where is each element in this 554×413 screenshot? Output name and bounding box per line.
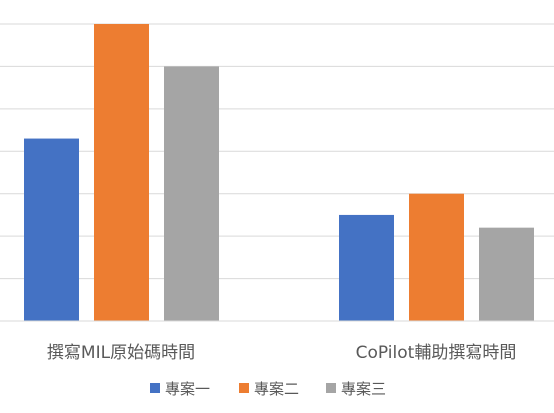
legend-swatch bbox=[326, 383, 336, 393]
category-label: 撰寫MIL原始碼時間 bbox=[47, 343, 195, 363]
bar-series-3-category-1 bbox=[164, 66, 219, 321]
legend-label: 專案一 bbox=[165, 380, 210, 398]
category-labels: 撰寫MIL原始碼時間 CoPilot輔助撰寫時間 bbox=[47, 343, 516, 363]
legend-label: 專案三 bbox=[341, 380, 386, 398]
bar-series-3-category-2 bbox=[479, 227, 534, 321]
bar-series-1-category-2 bbox=[339, 214, 394, 321]
legend-swatch bbox=[150, 383, 160, 393]
bar-series-1-category-1 bbox=[24, 138, 79, 321]
bar-series-2-category-2 bbox=[409, 193, 464, 321]
bars bbox=[24, 24, 534, 321]
gridlines bbox=[0, 23, 554, 280]
legend-item: 專案一 bbox=[150, 380, 210, 398]
legend-item: 專案三 bbox=[326, 380, 386, 398]
bar-series-2-category-1 bbox=[94, 24, 149, 321]
legend: 專案一 專案二 專案三 bbox=[150, 380, 386, 398]
legend-swatch bbox=[239, 383, 249, 393]
legend-item: 專案二 bbox=[239, 380, 299, 398]
category-label: CoPilot輔助撰寫時間 bbox=[356, 343, 517, 363]
legend-label: 專案二 bbox=[254, 380, 299, 398]
